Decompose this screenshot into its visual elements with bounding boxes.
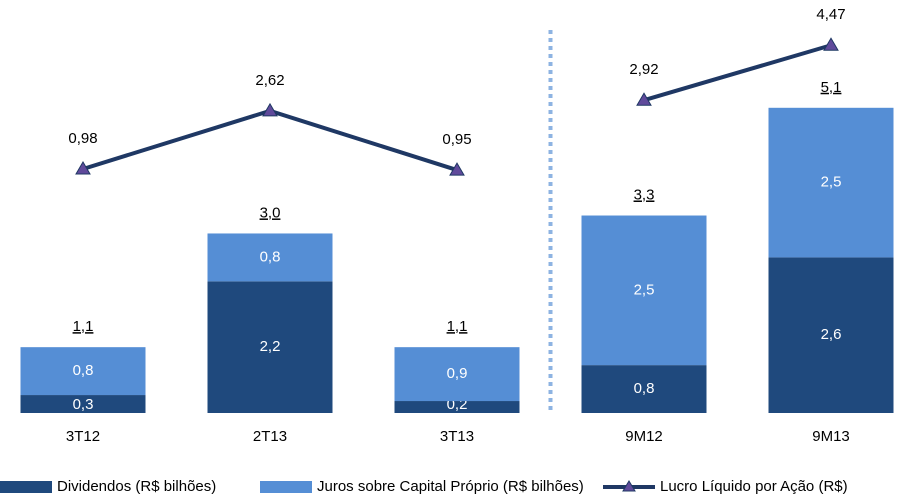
legend-swatch [0, 481, 52, 493]
bar-segment [581, 365, 707, 413]
line-marker [75, 161, 91, 175]
x-tick-label: 3T12 [66, 428, 100, 445]
bar-value-label: 2,5 [634, 281, 655, 298]
total-label: 1,1 [447, 318, 468, 335]
x-tick-label: 2T13 [253, 428, 287, 445]
legend-label: Lucro Líquido por Ação (R$) [660, 478, 848, 495]
bar-segment [768, 107, 894, 258]
bar-value-label: 0,8 [634, 380, 655, 397]
line-marker [636, 92, 652, 106]
legend-label: Juros sobre Capital Próprio (R$ bilhões) [317, 478, 584, 495]
line-value-label: 2,92 [629, 61, 658, 78]
legend-label: Dividendos (R$ bilhões) [57, 478, 216, 495]
total-label: 3,0 [260, 204, 281, 221]
line-value-label: 0,95 [442, 131, 471, 148]
total-label: 1,1 [73, 318, 94, 335]
bar-value-label: 0,9 [447, 365, 468, 382]
bar-value-label: 0,3 [73, 396, 94, 413]
bar-segment [20, 347, 146, 396]
line-marker [823, 37, 839, 51]
x-tick-label: 9M12 [625, 428, 663, 445]
bar-segment [20, 395, 146, 413]
line-value-label: 4,47 [816, 6, 845, 23]
line-marker [449, 162, 465, 176]
bar-segment [581, 215, 707, 366]
x-tick-label: 3T13 [440, 428, 474, 445]
total-label: 5,1 [821, 79, 842, 96]
bar-value-label: 2,6 [821, 326, 842, 343]
legend-swatch [260, 481, 312, 493]
bar-segment [394, 401, 520, 413]
bar-value-label: 2,5 [821, 174, 842, 191]
bar-value-label: 0,8 [260, 248, 281, 265]
bar-value-label: 2,2 [260, 338, 281, 355]
line-value-label: 2,62 [255, 72, 284, 89]
bar-value-label: 0,8 [73, 362, 94, 379]
line [82, 108, 458, 172]
line [643, 43, 832, 103]
bar-segment [768, 257, 894, 413]
bar-segment [207, 281, 333, 413]
line-value-label: 0,98 [68, 130, 97, 147]
line-marker [262, 102, 278, 117]
total-label: 3,3 [634, 186, 655, 203]
legend-swatch [622, 480, 636, 492]
bar-segment [207, 233, 333, 282]
bar-segment [394, 347, 520, 402]
x-tick-label: 9M13 [812, 428, 850, 445]
